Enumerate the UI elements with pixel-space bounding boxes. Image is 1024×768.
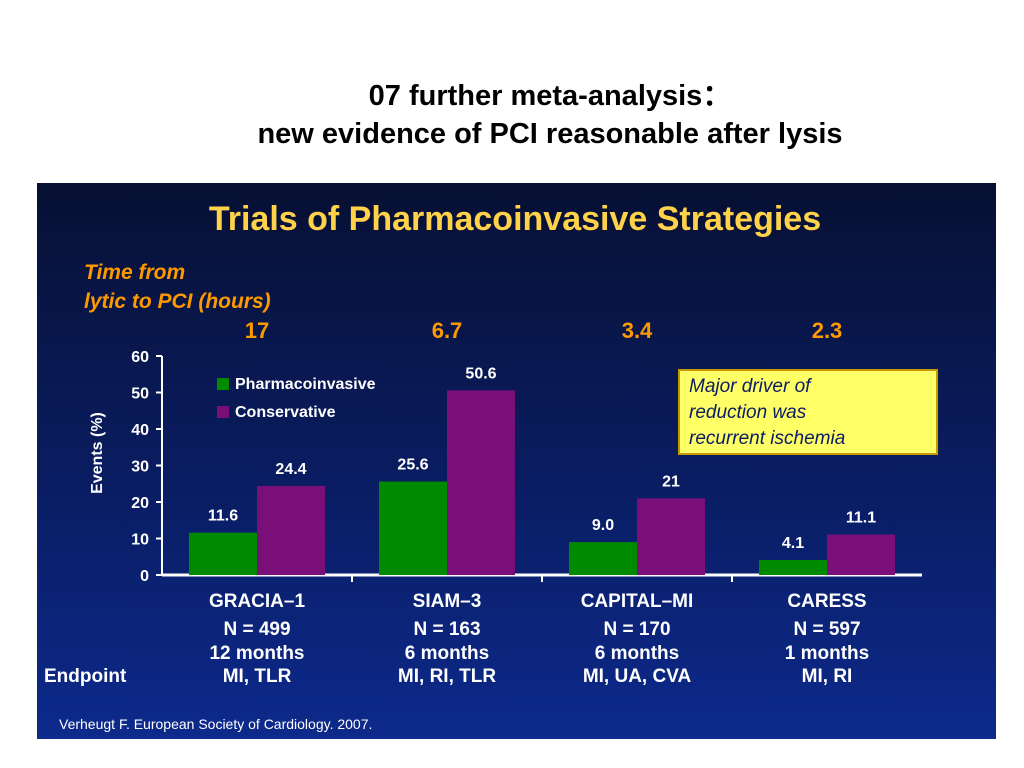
y-tick-label: 40 (131, 422, 149, 439)
legend-swatch (217, 406, 229, 418)
data-label: 50.6 (465, 365, 496, 382)
trial-n: N = 163 (413, 619, 480, 640)
trial-n: N = 170 (603, 619, 670, 640)
time-value: 2.3 (812, 318, 843, 343)
data-label: 24.4 (275, 461, 306, 478)
data-label: 25.6 (397, 457, 428, 474)
y-axis-label: Events (%) (89, 412, 106, 494)
y-tick-label: 30 (131, 459, 149, 476)
bar-chart: Trials of Pharmacoinvasive Strategies Tim… (44, 200, 938, 732)
trial-endpoint: MI, TLR (223, 666, 292, 687)
y-tick-label: 60 (131, 349, 149, 366)
y-tick-label: 0 (140, 568, 149, 585)
legend-label: Pharmacoinvasive (235, 376, 376, 393)
legend-label: Conservative (235, 404, 336, 421)
slide-title-line-1: 07 further meta-analysis： (368, 80, 732, 112)
y-tick-label: 10 (131, 532, 149, 549)
chart-title: Trials of Pharmacoinvasive Strategies (209, 200, 821, 238)
bar-pharmacoinvasive (189, 532, 257, 575)
time-label-line-1: Time from (84, 261, 185, 284)
bar-pharmacoinvasive (379, 481, 447, 575)
data-label: 11.6 (208, 508, 238, 525)
endpoint-label: Endpoint (44, 666, 127, 687)
bar-pharmacoinvasive (569, 542, 637, 575)
trial-n: N = 597 (793, 619, 860, 640)
trial-duration: 12 months (209, 643, 304, 664)
trial-n: N = 499 (223, 619, 290, 640)
category-label: GRACIA–1 (209, 591, 306, 612)
category-label: CARESS (787, 591, 866, 612)
trial-duration: 6 months (405, 643, 489, 664)
data-label: 9.0 (592, 517, 614, 534)
annotation-text: Major driver of (689, 376, 812, 397)
bar-conservative (637, 498, 705, 575)
legend-swatch (217, 378, 229, 390)
trial-duration: 1 months (785, 643, 869, 664)
data-label: 11.1 (846, 509, 876, 526)
y-tick-label: 50 (131, 386, 149, 403)
category-label: SIAM–3 (413, 591, 482, 612)
annotation-box (678, 369, 938, 455)
source-citation: Verheugt F. European Society of Cardiolo… (59, 716, 372, 732)
time-label-line-2: lytic to PCI (hours) (84, 290, 271, 313)
data-label: 21 (662, 473, 680, 490)
time-value: 6.7 (432, 318, 463, 343)
bar-pharmacoinvasive (759, 560, 827, 575)
trial-endpoint: MI, RI (802, 666, 853, 687)
slide-title-line-2: new evidence of PCI reasonable after lys… (257, 118, 843, 150)
time-value: 17 (245, 318, 269, 343)
bar-conservative (827, 534, 895, 575)
data-label: 4.1 (782, 535, 804, 552)
bar-conservative (257, 485, 325, 575)
category-label: CAPITAL–MI (581, 591, 694, 612)
bar-conservative (447, 390, 515, 575)
y-tick-label: 20 (131, 495, 149, 512)
chart-panel: Trials of Pharmacoinvasive Strategies Tim… (37, 183, 996, 739)
annotation-text: reduction was (689, 402, 807, 423)
trial-duration: 6 months (595, 643, 679, 664)
trial-endpoint: MI, RI, TLR (398, 666, 496, 687)
time-value: 3.4 (622, 318, 653, 343)
annotation-text: recurrent ischemia (689, 428, 845, 449)
trial-endpoint: MI, UA, CVA (583, 666, 692, 687)
